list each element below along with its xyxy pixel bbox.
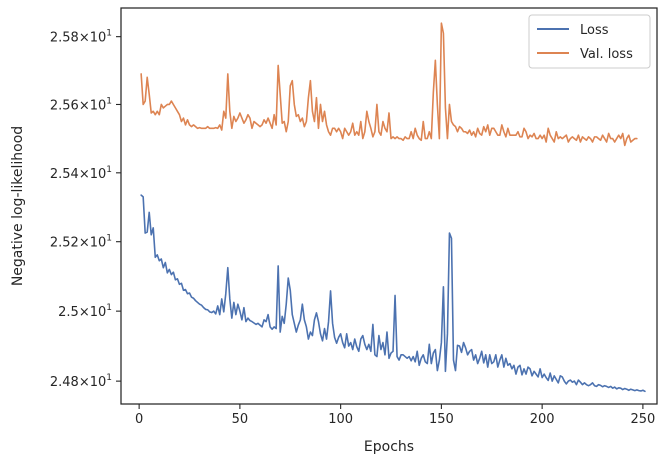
- y-tick-label: 2.58×101: [50, 29, 112, 46]
- x-tick-label: 0: [135, 412, 143, 427]
- y-tick-label: 2.5×101: [58, 303, 112, 320]
- x-tick-label: 50: [232, 412, 249, 427]
- series-line-loss: [140, 194, 646, 393]
- y-tick-label: 2.52×101: [50, 234, 112, 251]
- x-tick-label: 150: [429, 412, 454, 427]
- y-axis-title: Negative log-likelihood: [10, 126, 26, 286]
- series-line-val-loss: [140, 22, 638, 147]
- y-tick-label: 2.48×101: [50, 373, 112, 390]
- y-tick-label: 2.54×101: [50, 165, 112, 182]
- plot-lines: [140, 22, 646, 393]
- x-tick-label: 200: [530, 412, 555, 427]
- x-axis-title: Epochs: [364, 439, 414, 455]
- x-tick-label: 250: [630, 412, 655, 427]
- y-tick-label: 2.56×101: [50, 96, 112, 113]
- y-axis: 2.48×101 2.5×101 2.52×101 2.54×101 2.56×101 2…: [50, 29, 121, 390]
- axes-frame: [120, 7, 658, 405]
- x-tick-label: 100: [328, 412, 353, 427]
- legend: Loss Val. loss: [528, 14, 651, 69]
- legend-label-loss: Loss: [580, 23, 609, 38]
- x-axis: 0 50 100 150 200 250: [135, 404, 655, 427]
- legend-label-val-loss: Val. loss: [580, 47, 633, 62]
